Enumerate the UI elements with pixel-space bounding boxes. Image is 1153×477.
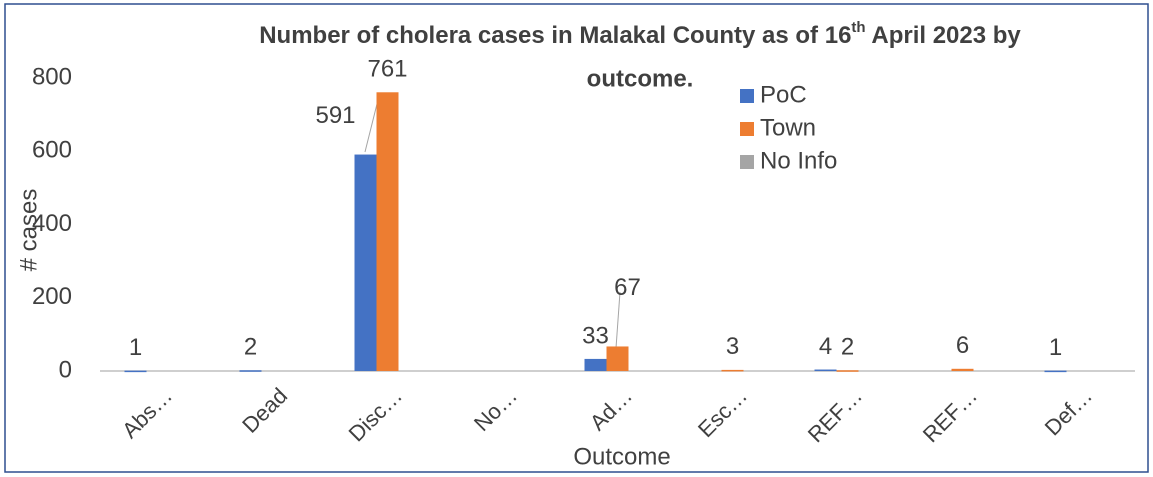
- data-label: 33: [582, 322, 609, 349]
- y-tick-label: 800: [32, 63, 72, 90]
- leader-line: [615, 291, 621, 349]
- data-label: 4: [819, 333, 832, 360]
- bar: [1044, 370, 1067, 373]
- data-label: 1: [1049, 334, 1062, 361]
- bar: [721, 369, 744, 372]
- bar: [836, 370, 859, 372]
- data-label: 6: [956, 332, 969, 359]
- data-label: 67: [614, 274, 641, 301]
- y-tick-label: 600: [32, 137, 72, 164]
- chart-title: outcome.: [587, 65, 694, 92]
- data-label: 3: [726, 333, 739, 360]
- bar: [584, 358, 607, 371]
- x-axis-label: Outcome: [573, 443, 670, 470]
- y-tick-label: 400: [32, 210, 72, 237]
- legend-label: No Info: [760, 147, 837, 174]
- legend-label: Town: [760, 114, 816, 141]
- bar: [354, 154, 377, 371]
- frame: [4, 3, 1149, 473]
- y-tick-label: 0: [59, 356, 72, 383]
- data-label: 2: [841, 334, 854, 361]
- legend-swatch: [740, 155, 754, 169]
- legend-swatch: [740, 122, 754, 136]
- bar: [951, 368, 974, 371]
- bar: [239, 370, 262, 372]
- bar: [606, 346, 629, 371]
- data-label: 1: [129, 334, 142, 361]
- data-label: 591: [315, 102, 355, 129]
- bar: [376, 92, 399, 371]
- bar: [814, 369, 837, 372]
- data-label: 761: [367, 56, 407, 83]
- y-axis-label: # cases: [15, 189, 42, 272]
- data-label: 2: [244, 334, 257, 361]
- bar: [124, 370, 147, 373]
- leader-line: [364, 99, 379, 153]
- y-tick-label: 200: [32, 283, 72, 310]
- legend-label: PoC: [760, 81, 807, 108]
- chart-title: Number of cholera cases in Malakal Count…: [259, 19, 1021, 49]
- legend-swatch: [740, 89, 754, 103]
